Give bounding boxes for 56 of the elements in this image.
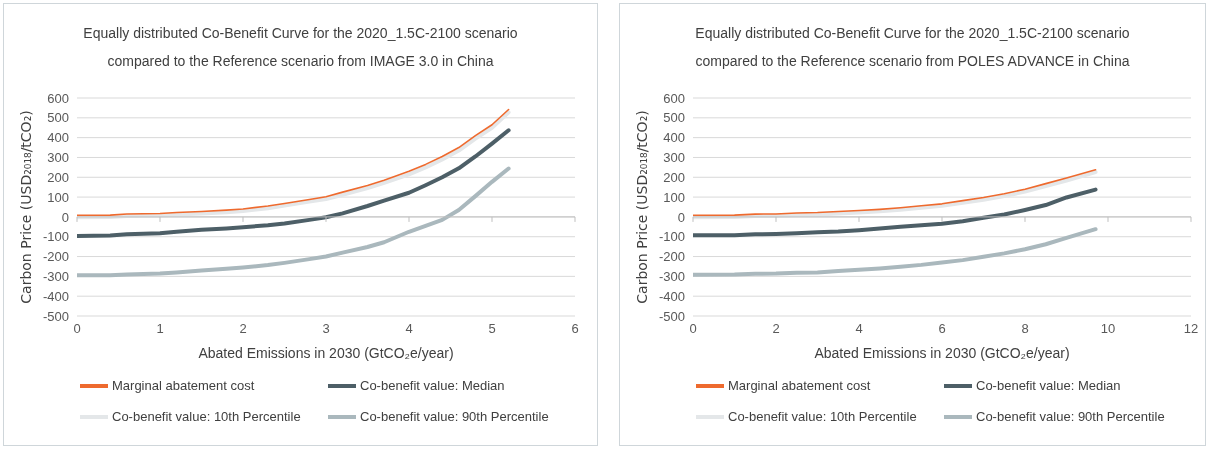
x-tick-label: 6 xyxy=(571,321,579,336)
y-tick-label: -300 xyxy=(42,268,69,284)
y-tick-label: -300 xyxy=(658,268,685,284)
legend-label: Marginal abatement cost xyxy=(728,378,871,393)
y-tick-label: 500 xyxy=(47,110,69,126)
y-tick-label: 100 xyxy=(47,189,69,205)
y-tick-label: 400 xyxy=(47,130,69,146)
legend-label: Co-benefit value: 90th Percentile xyxy=(360,409,549,424)
y-tick-label: -200 xyxy=(658,249,685,265)
y-tick-label: 100 xyxy=(663,189,685,205)
legend-label: Co-benefit value: Median xyxy=(976,378,1121,393)
y-tick-label: -400 xyxy=(42,288,69,304)
y-tick-label: 500 xyxy=(663,110,685,126)
x-tick-label: 5 xyxy=(488,321,496,336)
y-tick-label: -100 xyxy=(42,229,69,245)
y-tick-label: 300 xyxy=(47,150,69,166)
y-tick-label: 200 xyxy=(47,169,69,185)
x-tick-label: 2 xyxy=(772,321,780,336)
x-tick-label: 0 xyxy=(689,321,697,336)
x-tick-label: 3 xyxy=(322,321,330,336)
y-axis-title: Carbon Price (USD₂₀₁₈/tCO₂) xyxy=(17,110,34,304)
y-tick-label: -400 xyxy=(658,288,685,304)
line-series xyxy=(693,227,1098,277)
line-series xyxy=(693,187,1098,238)
y-tick-label: 600 xyxy=(47,90,69,106)
y-tick-label: 400 xyxy=(663,130,685,146)
x-tick-label: 4 xyxy=(405,321,413,336)
chart-title: Equally distributed Co-Benefit Curve for the 2020_1.5C-2100 scenario compared to the Reference scenario from POLES ADVANCE in China xyxy=(694,24,1131,71)
y-axis-title: Carbon Price (USD₂₀₁₈/tCO₂) xyxy=(633,110,650,304)
x-tick-label: 8 xyxy=(1021,321,1029,336)
x-axis-title: Abated Emissions in 2030 (GtCO₂e/year) xyxy=(814,345,1070,361)
y-tick-label: -100 xyxy=(658,229,685,245)
y-tick-label: 200 xyxy=(663,169,685,185)
y-tick-label: 0 xyxy=(61,209,69,225)
legend-label: Co-benefit value: Median xyxy=(360,378,505,393)
x-tick-label: 0 xyxy=(73,321,81,336)
legend-label: Co-benefit value: 10th Percentile xyxy=(112,409,301,424)
y-tick-label: -200 xyxy=(42,249,69,265)
x-tick-label: 2 xyxy=(239,321,247,336)
y-tick-label: 300 xyxy=(663,150,685,166)
y-tick-label: 600 xyxy=(663,90,685,106)
chart-title: Equally distributed Co-Benefit Curve for the 2020_1.5C-2100 scenario compared to the Reference scenario from IMAGE 3.0 in China xyxy=(82,24,519,71)
x-tick-label: 6 xyxy=(938,321,946,336)
legend-label: Co-benefit value: 10th Percentile xyxy=(728,409,917,424)
x-axis-title: Abated Emissions in 2030 (GtCO₂e/year) xyxy=(198,345,454,361)
x-tick-label: 12 xyxy=(1183,321,1199,336)
legend-label: Co-benefit value: 90th Percentile xyxy=(976,409,1165,424)
y-tick-label: 0 xyxy=(677,209,685,225)
y-tick-label: -500 xyxy=(658,308,685,324)
x-tick-label: 4 xyxy=(855,321,863,336)
legend-label: Marginal abatement cost xyxy=(112,378,255,393)
line-series xyxy=(77,166,511,278)
y-tick-label: -500 xyxy=(42,308,69,324)
x-tick-label: 10 xyxy=(1100,321,1116,336)
x-tick-label: 1 xyxy=(156,321,164,336)
line-series xyxy=(77,128,511,238)
